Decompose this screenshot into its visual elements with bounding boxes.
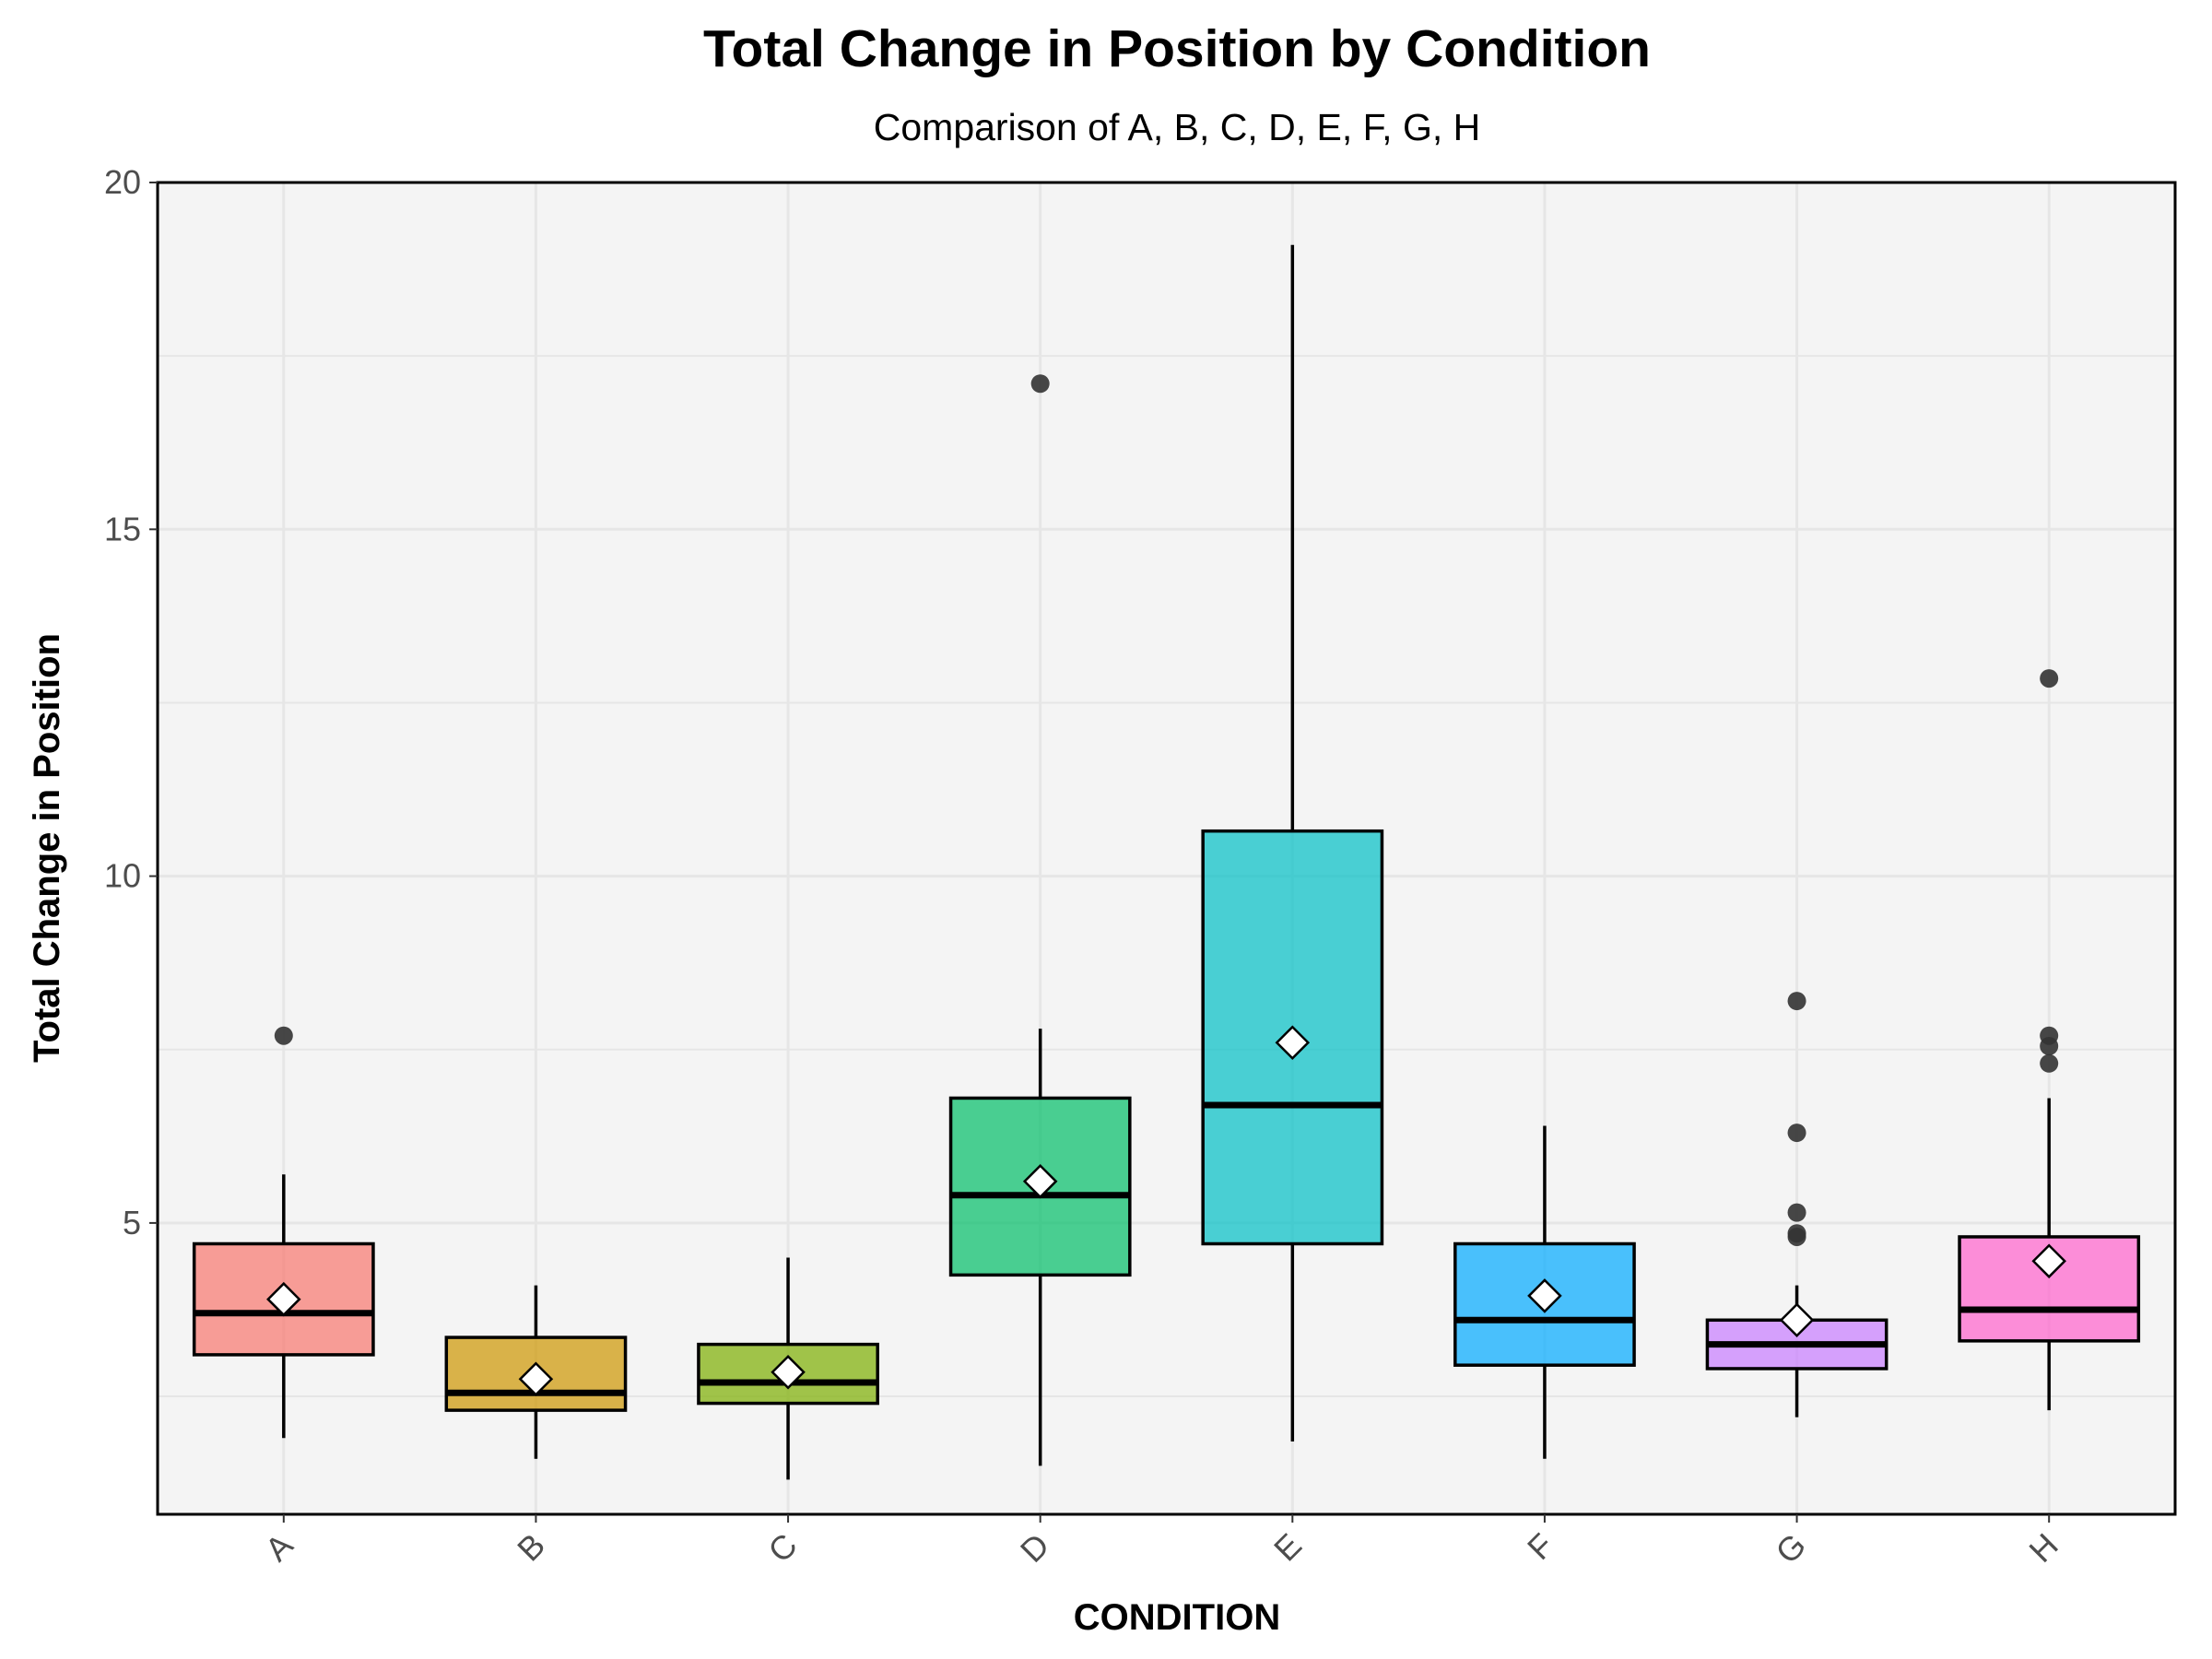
y-tick-label: 15 (104, 510, 141, 547)
plot-border (156, 181, 2177, 1516)
mean-marker (1275, 1025, 1311, 1060)
mean-marker (2031, 1243, 2066, 1279)
outlier-point (1787, 1203, 1806, 1222)
box-H (1958, 669, 2141, 1411)
outlier-point (274, 1026, 293, 1045)
mean-marker (1527, 1278, 1562, 1313)
outlier-point (1030, 374, 1050, 394)
outlier-point (1787, 1124, 1806, 1143)
chart-title: Total Change in Position by Condition (703, 19, 1651, 78)
outlier-point (2040, 669, 2059, 688)
y-tick-label: 10 (104, 857, 141, 895)
box-D (948, 374, 1132, 1466)
x-tick-label: H (2021, 1526, 2065, 1570)
box-C (697, 1257, 879, 1480)
x-tick-label: G (1768, 1526, 1813, 1571)
box-A (192, 1026, 375, 1439)
x-tick-label: E (1266, 1526, 1309, 1569)
box-G (1705, 992, 1888, 1418)
box-plots (192, 244, 2141, 1480)
mean-marker (771, 1354, 806, 1390)
x-tick-label: B (510, 1526, 552, 1569)
x-tick-label: C (760, 1526, 804, 1570)
box-F (1453, 1125, 1636, 1459)
mean-marker (518, 1361, 554, 1397)
mean-marker (1022, 1163, 1058, 1199)
y-tick-label: 5 (123, 1204, 141, 1241)
outlier-point (1787, 1224, 1806, 1243)
x-axis: A B C D E F G H (257, 1514, 2065, 1571)
outlier-point (2040, 1053, 2059, 1073)
x-tick-label: F (1520, 1526, 1561, 1568)
chart-subtitle: Comparison of A, B, C, D, E, F, G, H (874, 106, 1480, 148)
outlier-point (1787, 992, 1806, 1011)
x-axis-title: CONDITION (1074, 1597, 1280, 1638)
y-axis: 5 10 15 20 (104, 163, 158, 1241)
plot-background (158, 182, 2175, 1514)
outlier-point (2040, 1026, 2059, 1045)
box-E (1201, 244, 1384, 1441)
box-B (444, 1285, 628, 1459)
x-tick-label: D (1013, 1526, 1056, 1570)
mean-marker (1779, 1302, 1815, 1338)
x-tick-label: A (257, 1526, 300, 1569)
y-axis-title: Total Change in Position (27, 633, 67, 1063)
mean-marker (266, 1281, 301, 1317)
y-tick-label: 20 (104, 163, 141, 201)
iqr-box (1958, 1235, 2141, 1343)
